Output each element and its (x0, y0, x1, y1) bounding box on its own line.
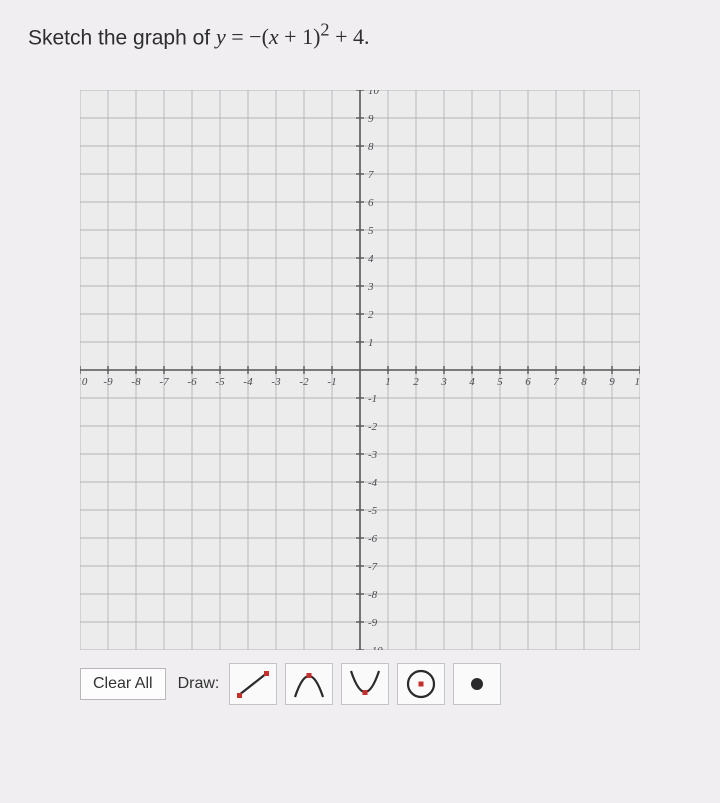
drawing-toolbar: Clear All Draw: (80, 663, 640, 705)
svg-text:-3: -3 (368, 449, 378, 461)
svg-text:-1: -1 (327, 376, 336, 388)
svg-text:7: 7 (368, 169, 374, 181)
svg-text:-4: -4 (368, 477, 378, 489)
svg-text:4: 4 (368, 253, 374, 265)
svg-text:10: 10 (635, 376, 641, 388)
svg-text:2: 2 (413, 376, 419, 388)
question-text: Sketch the graph of y = −(x + 1)2 + 4. (28, 20, 692, 50)
svg-text:10: 10 (368, 90, 380, 97)
svg-text:-8: -8 (368, 589, 378, 601)
line-icon (233, 667, 273, 701)
svg-text:1: 1 (385, 376, 391, 388)
parabola-down-icon (289, 667, 329, 701)
svg-text:-6: -6 (368, 533, 378, 545)
graph-area[interactable]: -10 -9 -8 -7 -6 -5 -4 -3 -2 -1 1 2 3 4 5 6 7 8 9 10 -10 -9 -8 -… (80, 90, 640, 655)
svg-text:-1: -1 (368, 393, 377, 405)
question-prefix: Sketch the graph of (28, 26, 216, 49)
svg-text:5: 5 (368, 225, 374, 237)
point-icon (457, 667, 497, 701)
draw-label: Draw: (178, 675, 220, 693)
svg-text:9: 9 (609, 376, 615, 388)
svg-text:7: 7 (553, 376, 559, 388)
circle-icon (401, 667, 441, 701)
svg-text:2: 2 (368, 309, 374, 321)
tool-circle[interactable] (397, 663, 445, 705)
svg-text:4: 4 (469, 376, 475, 388)
svg-text:9: 9 (368, 113, 374, 125)
svg-text:-10: -10 (80, 376, 88, 388)
svg-text:-7: -7 (159, 376, 169, 388)
svg-text:-10: -10 (368, 645, 383, 650)
clear-all-button[interactable]: Clear All (80, 668, 166, 700)
cartesian-grid[interactable]: -10 -9 -8 -7 -6 -5 -4 -3 -2 -1 1 2 3 4 5 6 7 8 9 10 -10 -9 -8 -… (80, 90, 640, 650)
svg-text:-7: -7 (368, 561, 378, 573)
svg-text:-9: -9 (103, 376, 113, 388)
svg-text:8: 8 (581, 376, 587, 388)
svg-text:8: 8 (368, 141, 374, 153)
tool-point[interactable] (453, 663, 501, 705)
svg-text:6: 6 (368, 197, 374, 209)
svg-text:3: 3 (367, 281, 374, 293)
svg-text:-5: -5 (215, 376, 225, 388)
tool-parabola-down[interactable] (285, 663, 333, 705)
svg-text:-4: -4 (243, 376, 253, 388)
svg-text:-2: -2 (299, 376, 309, 388)
svg-text:-9: -9 (368, 617, 378, 629)
svg-text:-2: -2 (368, 421, 378, 433)
svg-text:-6: -6 (187, 376, 197, 388)
svg-text:3: 3 (440, 376, 447, 388)
svg-text:1: 1 (368, 337, 374, 349)
svg-text:-8: -8 (131, 376, 141, 388)
svg-text:5: 5 (497, 376, 503, 388)
svg-text:-3: -3 (271, 376, 281, 388)
parabola-up-icon (345, 667, 385, 701)
tool-parabola-up[interactable] (341, 663, 389, 705)
svg-text:-5: -5 (368, 505, 378, 517)
tool-line[interactable] (229, 663, 277, 705)
svg-text:6: 6 (525, 376, 531, 388)
